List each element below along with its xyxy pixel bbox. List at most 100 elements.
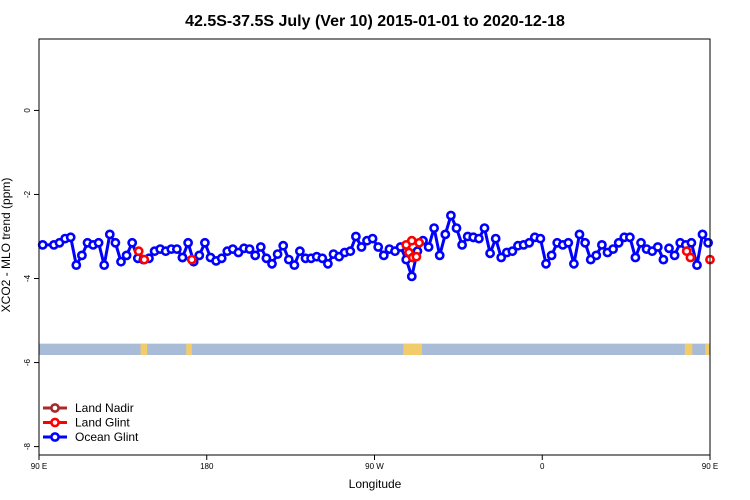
data-point xyxy=(294,246,305,257)
data-point xyxy=(608,244,618,254)
data-point xyxy=(636,237,646,248)
data-point xyxy=(535,233,546,244)
data-point xyxy=(541,258,551,269)
data-point xyxy=(473,233,484,244)
data-point xyxy=(317,253,328,264)
legend-item: Land Nadir xyxy=(43,401,134,415)
x-axis-label: Longitude xyxy=(349,477,402,491)
data-point xyxy=(490,233,501,244)
ocean-band xyxy=(39,343,710,355)
legend-label: Ocean Glint xyxy=(75,430,139,444)
y-tick-label: -6 xyxy=(23,358,32,366)
data-point xyxy=(697,229,708,240)
data-point xyxy=(569,258,579,269)
data-point xyxy=(378,250,389,261)
data-point xyxy=(278,240,289,251)
data-point xyxy=(485,248,495,259)
data-point xyxy=(216,253,227,264)
x-tick-label: 90 E xyxy=(31,462,47,471)
land-segment xyxy=(143,343,148,355)
data-point xyxy=(199,237,210,248)
data-point xyxy=(630,252,641,263)
data-point xyxy=(563,237,574,248)
legend-swatch-marker xyxy=(50,403,60,413)
axes: 0 -2 -4 -6 -8 90 E 180 90 W 0 90 E xyxy=(23,108,718,471)
land-segment xyxy=(403,343,423,355)
y-tick-label: -2 xyxy=(23,190,32,198)
data-point xyxy=(345,246,356,257)
data-point xyxy=(77,250,87,261)
land-segment xyxy=(705,343,710,355)
data-point xyxy=(250,250,261,261)
legend-label: Land Glint xyxy=(75,416,130,430)
data-point xyxy=(244,244,255,254)
data-point xyxy=(116,256,126,267)
data-point xyxy=(524,237,535,248)
data-point xyxy=(685,252,696,263)
data-point xyxy=(65,232,76,243)
data-point xyxy=(373,242,384,252)
legend-item: Land Glint xyxy=(43,416,130,430)
data-point xyxy=(574,229,585,240)
y-axis-label: XCO2 - MLO trend (ppm) xyxy=(0,178,13,313)
legend-item: Ocean Glint xyxy=(43,430,139,444)
data-point xyxy=(127,237,138,248)
series-land-glint xyxy=(133,235,715,265)
data-point xyxy=(171,244,182,254)
x-tick-label: 0 xyxy=(540,462,545,471)
data-point xyxy=(625,232,635,243)
data-point xyxy=(93,237,104,248)
land-segment xyxy=(684,343,689,355)
legend-label: Land Nadir xyxy=(75,401,134,415)
data-point xyxy=(429,223,439,233)
data-point xyxy=(703,237,713,248)
data-point xyxy=(686,237,697,248)
data-point xyxy=(440,229,451,240)
data-point xyxy=(406,271,417,282)
data-point xyxy=(367,233,378,244)
data-point xyxy=(356,242,367,252)
data-point xyxy=(652,242,663,252)
data-point xyxy=(613,237,624,248)
land-segment xyxy=(140,343,145,355)
data-point xyxy=(99,260,110,270)
data-point xyxy=(434,250,445,261)
series-layer xyxy=(37,210,715,282)
data-point xyxy=(37,239,48,250)
land-segment xyxy=(687,343,693,355)
chart-title: 42.5S-37.5S July (Ver 10) 2015-01-01 to … xyxy=(185,13,565,30)
x-tick-label: 180 xyxy=(200,462,214,471)
data-point xyxy=(350,231,361,242)
x-tick-label: 90 E xyxy=(702,462,718,471)
data-point xyxy=(194,250,205,261)
data-point xyxy=(261,253,272,264)
data-point xyxy=(414,237,425,248)
data-point xyxy=(411,251,422,262)
y-tick-label: -8 xyxy=(23,442,32,450)
data-point xyxy=(121,250,132,261)
data-point xyxy=(272,249,283,259)
data-point xyxy=(658,254,669,265)
data-point xyxy=(496,252,507,263)
series-ocean-glint xyxy=(37,210,713,282)
data-point xyxy=(183,237,193,248)
data-point xyxy=(283,254,294,265)
legend-swatch-marker xyxy=(50,417,60,428)
data-point xyxy=(692,260,702,270)
data-point xyxy=(71,260,82,270)
data-point xyxy=(479,223,490,233)
data-point xyxy=(580,237,590,248)
data-point xyxy=(133,246,144,257)
data-point xyxy=(457,239,467,250)
data-point xyxy=(423,242,434,252)
data-point xyxy=(664,243,674,254)
land-ocean-band xyxy=(39,343,710,355)
data-point xyxy=(507,246,518,257)
x-tick-label: 90 W xyxy=(365,462,384,471)
data-point xyxy=(445,210,456,221)
data-point xyxy=(177,252,188,263)
data-point xyxy=(591,250,602,261)
data-point xyxy=(546,250,557,261)
